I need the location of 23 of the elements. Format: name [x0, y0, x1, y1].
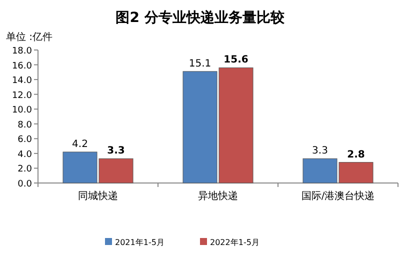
y-tick-label: 14.0 — [12, 76, 32, 86]
y-tick-label: 12.0 — [12, 90, 32, 101]
data-label: 3.3 — [312, 146, 328, 157]
y-tick-label: 6.0 — [18, 135, 32, 146]
data-label: 2.8 — [347, 149, 365, 160]
y-axis-title: 单位 :亿件 — [6, 31, 53, 43]
y-tick-label: 4.0 — [18, 150, 32, 160]
legend-label: 2022年1-5月 — [210, 238, 260, 247]
data-label: 15.1 — [188, 58, 212, 70]
y-tick-label: 10.0 — [12, 106, 32, 116]
y-tick-label: 0.0 — [18, 180, 32, 190]
y-tick-label: 8.0 — [18, 120, 32, 130]
data-label: 4.2 — [72, 138, 88, 150]
y-tick-label: 2.0 — [18, 164, 32, 175]
y-tick-label: 16.0 — [12, 61, 32, 72]
data-label: 3.3 — [107, 146, 125, 157]
chart-title: 图2 分专业快递业务量比较 — [116, 9, 286, 26]
x-tick-label: 同城快递 — [78, 190, 118, 202]
x-tick-label: 异地快递 — [198, 190, 238, 202]
legend-label: 2021年1-5月 — [115, 238, 164, 247]
y-tick-label: 18.0 — [12, 46, 32, 56]
x-tick-label: 国际/港澳台快递 — [301, 190, 375, 202]
data-label: 15.6 — [224, 54, 248, 66]
